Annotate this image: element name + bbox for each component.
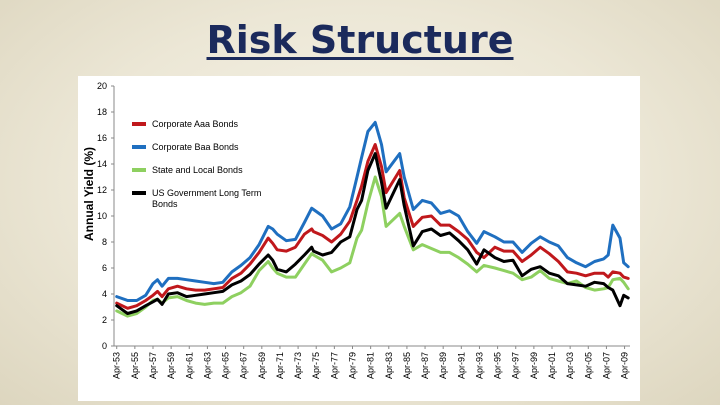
y-tick-label: 14 — [97, 159, 107, 169]
x-tick-label: Apr-79 — [348, 352, 358, 379]
y-tick-label: 20 — [97, 81, 107, 91]
x-tick-label: Apr-59 — [166, 352, 176, 379]
legend-label: US Government Long Term Bonds — [152, 188, 261, 209]
y-tick-label: 2 — [102, 315, 107, 325]
y-tick-label: 6 — [102, 263, 107, 273]
x-tick-label: Apr-55 — [130, 352, 140, 379]
axes-layer: 0 2 4 6 8 10 12 14 16 18 20 Apr-53 Apr-55 Apr-57 Apr-5… — [97, 81, 630, 379]
y-tick-label: 8 — [102, 237, 107, 247]
series-line-corporate-baa-bonds — [115, 120, 630, 302]
x-tick-label: Apr-01 — [547, 352, 557, 379]
y-tick-label: 16 — [97, 133, 107, 143]
x-tick-label: Apr-77 — [329, 352, 339, 379]
x-tick-label: Apr-67 — [239, 352, 249, 379]
y-axis-title: Annual Yield (%) — [82, 147, 96, 241]
x-tick-label: Apr-93 — [474, 352, 484, 379]
legend: Corporate Aaa Bonds Corporate Baa Bonds St… — [132, 119, 261, 209]
x-tick-label: Apr-53 — [112, 352, 122, 379]
x-tick-label: Apr-83 — [384, 352, 394, 379]
series-layer — [115, 120, 630, 318]
legend-label: State and Local Bonds — [152, 165, 243, 175]
x-tick-label: Apr-09 — [620, 352, 630, 379]
y-tick-label: 0 — [102, 341, 107, 351]
x-tick-label: Apr-99 — [529, 352, 539, 379]
x-tick-label: Apr-91 — [456, 352, 466, 379]
x-tick-label: Apr-61 — [184, 352, 194, 379]
y-tick-label: 10 — [97, 211, 107, 221]
series-line-us-government-long-term-bonds — [115, 152, 630, 315]
y-tick-label: 4 — [102, 289, 107, 299]
x-tick-label: Apr-05 — [583, 352, 593, 379]
chart-panel: Annual Yield (%) 0 2 4 6 8 10 12 14 16 18 20 Apr-53… — [78, 76, 640, 401]
legend-label: Corporate Baa Bonds — [152, 142, 239, 152]
slide-title: Risk Structure — [206, 18, 514, 62]
x-tick-label: Apr-69 — [257, 352, 267, 379]
x-tick-label: Apr-85 — [402, 352, 412, 379]
x-tick-label: Apr-03 — [565, 352, 575, 379]
x-tick-label: Apr-65 — [221, 352, 231, 379]
y-axis-title-group: Annual Yield (%) — [82, 147, 96, 241]
x-tick-label: Apr-87 — [420, 352, 430, 379]
x-tick-label: Apr-97 — [511, 352, 521, 379]
x-tick-label: Apr-73 — [293, 352, 303, 379]
x-tick-label: Apr-07 — [601, 352, 611, 379]
x-tick-label: Apr-63 — [202, 352, 212, 379]
x-tick-label: Apr-57 — [148, 352, 158, 379]
x-tick-label: Apr-81 — [366, 352, 376, 379]
x-tick-label: Apr-71 — [275, 352, 285, 379]
y-tick-label: 18 — [97, 107, 107, 117]
risk-structure-chart: Annual Yield (%) 0 2 4 6 8 10 12 14 16 18 20 Apr-53… — [82, 81, 630, 379]
series-line-corporate-aaa-bonds — [115, 143, 630, 310]
x-tick-label: Apr-89 — [438, 352, 448, 379]
y-tick-label: 12 — [97, 185, 107, 195]
x-tick-label: Apr-95 — [493, 352, 503, 379]
x-tick-label: Apr-75 — [311, 352, 321, 379]
legend-label: Corporate Aaa Bonds — [152, 119, 239, 129]
series-line-state-and-local-bonds — [115, 175, 630, 318]
